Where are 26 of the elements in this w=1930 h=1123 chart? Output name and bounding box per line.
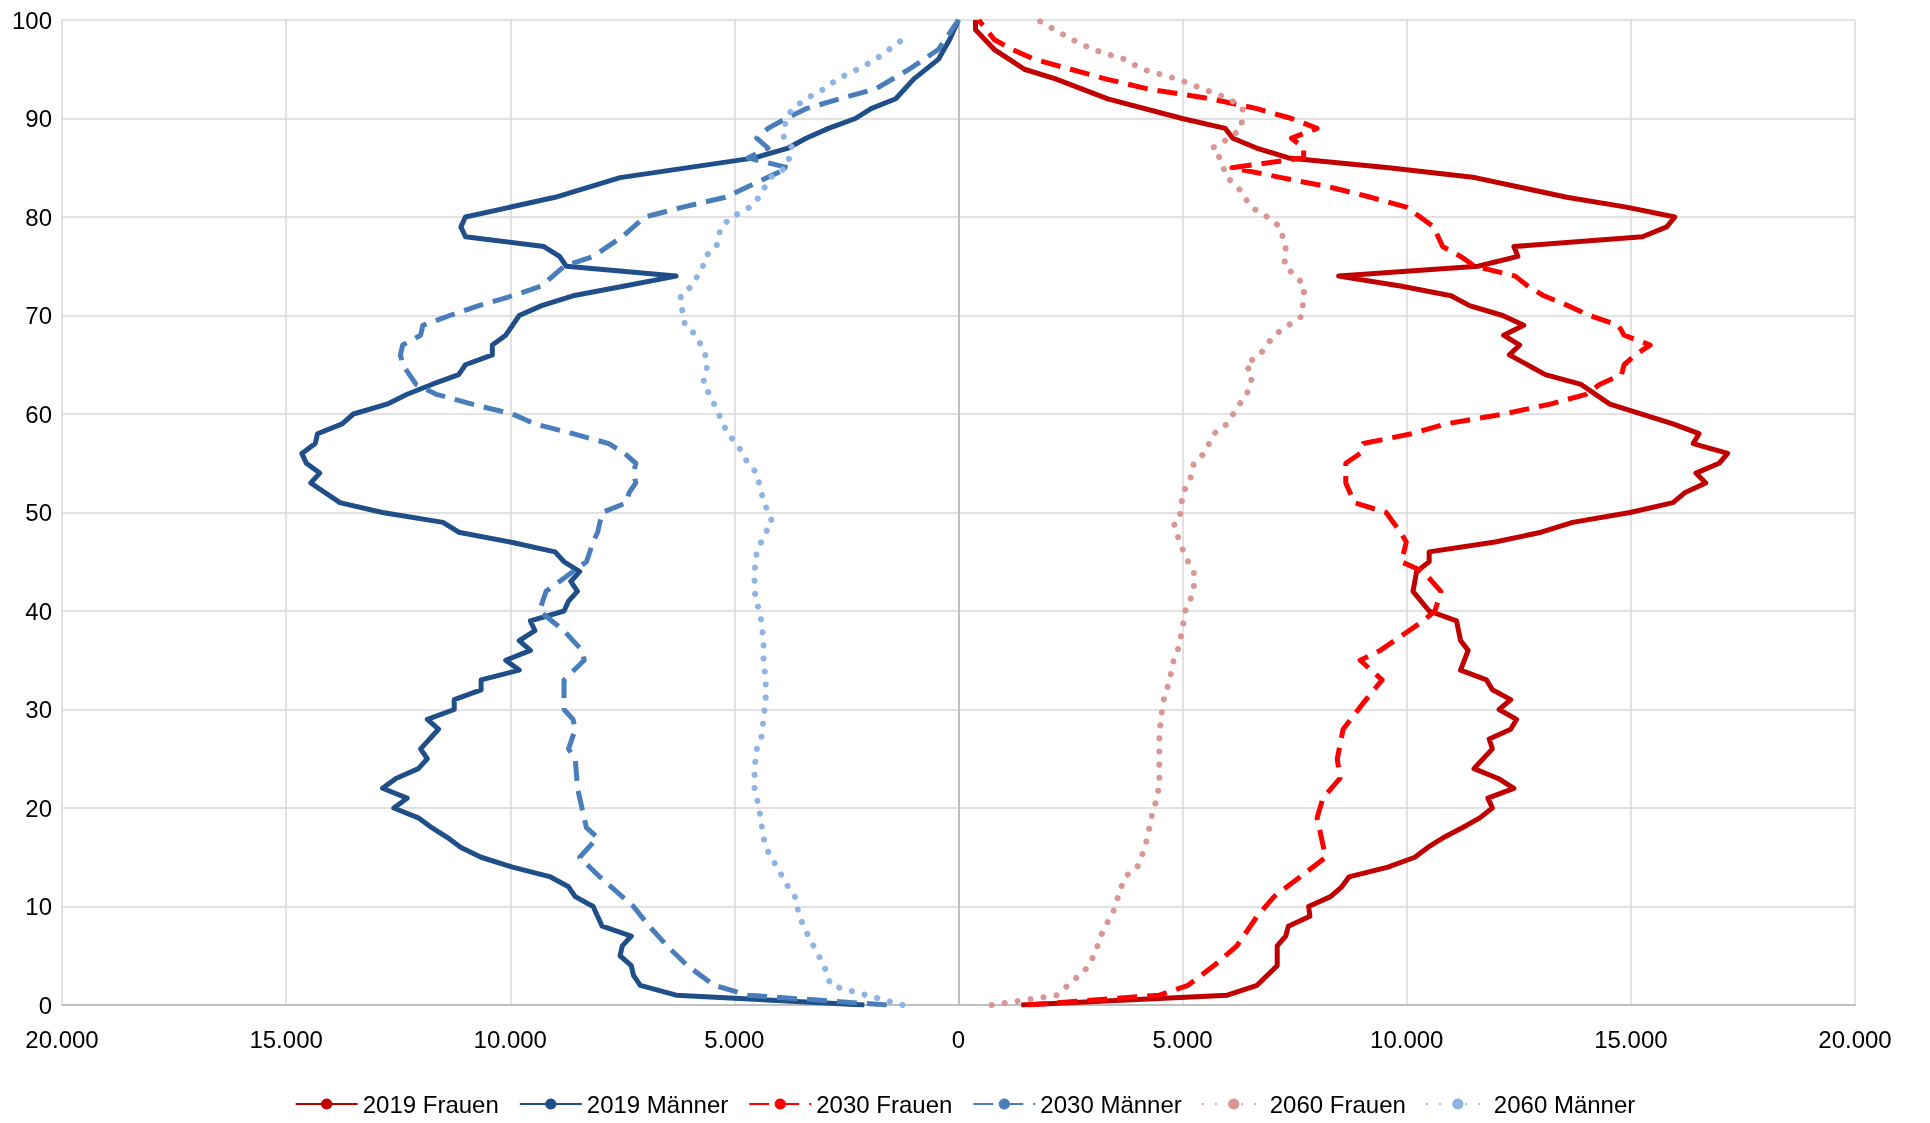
legend-label: 2019 Männer bbox=[586, 1090, 729, 1118]
y-tick-label: 20 bbox=[25, 794, 52, 822]
x-tick-label: 5.000 bbox=[704, 1025, 765, 1053]
y-tick-label: 60 bbox=[25, 400, 52, 428]
x-tick-label: 10.000 bbox=[1370, 1025, 1444, 1053]
y-tick-label: 30 bbox=[25, 696, 52, 723]
y-tick-label: 100 bbox=[11, 6, 52, 34]
y-tick-label: 70 bbox=[25, 302, 52, 329]
y-tick-label: 40 bbox=[25, 597, 52, 625]
legend-label: 2060 Männer bbox=[1493, 1090, 1636, 1118]
x-tick-label: 5.000 bbox=[1152, 1025, 1213, 1053]
legend-label: 2030 Frauen bbox=[816, 1090, 953, 1118]
legend-label: 2060 Frauen bbox=[1269, 1090, 1406, 1118]
y-tick-label: 0 bbox=[38, 991, 52, 1019]
x-tick-label: 0 bbox=[951, 1025, 966, 1053]
y-tick-label: 90 bbox=[25, 105, 52, 132]
y-tick-label: 80 bbox=[25, 203, 52, 231]
x-tick-label: 15.000 bbox=[1594, 1025, 1668, 1053]
legend-label: 2030 Männer bbox=[1040, 1090, 1182, 1118]
y-tick-label: 50 bbox=[25, 499, 52, 526]
legend-label: 2019 Frauen bbox=[362, 1090, 499, 1118]
x-tick-label: 20.000 bbox=[1818, 1025, 1892, 1053]
x-tick-label: 20.000 bbox=[25, 1025, 99, 1053]
y-tick-label: 10 bbox=[25, 893, 52, 920]
x-tick-label: 15.000 bbox=[249, 1025, 323, 1053]
x-tick-label: 10.000 bbox=[473, 1025, 547, 1053]
